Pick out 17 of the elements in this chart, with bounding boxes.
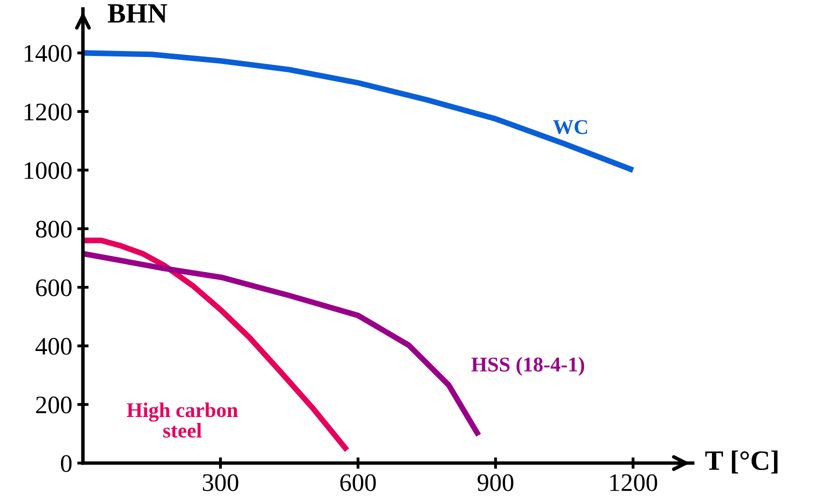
y-axis-title: BHN xyxy=(108,4,168,23)
text: High carbon steel xyxy=(126,402,238,438)
series-label: HSS (18-4-1) xyxy=(471,356,584,376)
y-tick-label: 400 xyxy=(36,338,72,355)
y-tick-label: 0 xyxy=(60,455,72,472)
x-tick-label: 900 xyxy=(478,474,514,492)
y-tick-label: 800 xyxy=(36,220,72,238)
y-tick-label: 1200 xyxy=(24,104,72,120)
y-tick-label: 1400 xyxy=(24,44,72,62)
x-tick-label: 600 xyxy=(340,474,376,492)
y-tick-label: 600 xyxy=(36,279,72,296)
y-tick-label: 1000 xyxy=(24,162,72,180)
y-tick-label: 200 xyxy=(36,396,72,414)
x-tick-label: 300 xyxy=(202,474,238,492)
x-axis-title: T [°C] xyxy=(705,450,778,474)
series-label: WC xyxy=(553,120,588,134)
x-tick-label: 1200 xyxy=(610,474,658,492)
